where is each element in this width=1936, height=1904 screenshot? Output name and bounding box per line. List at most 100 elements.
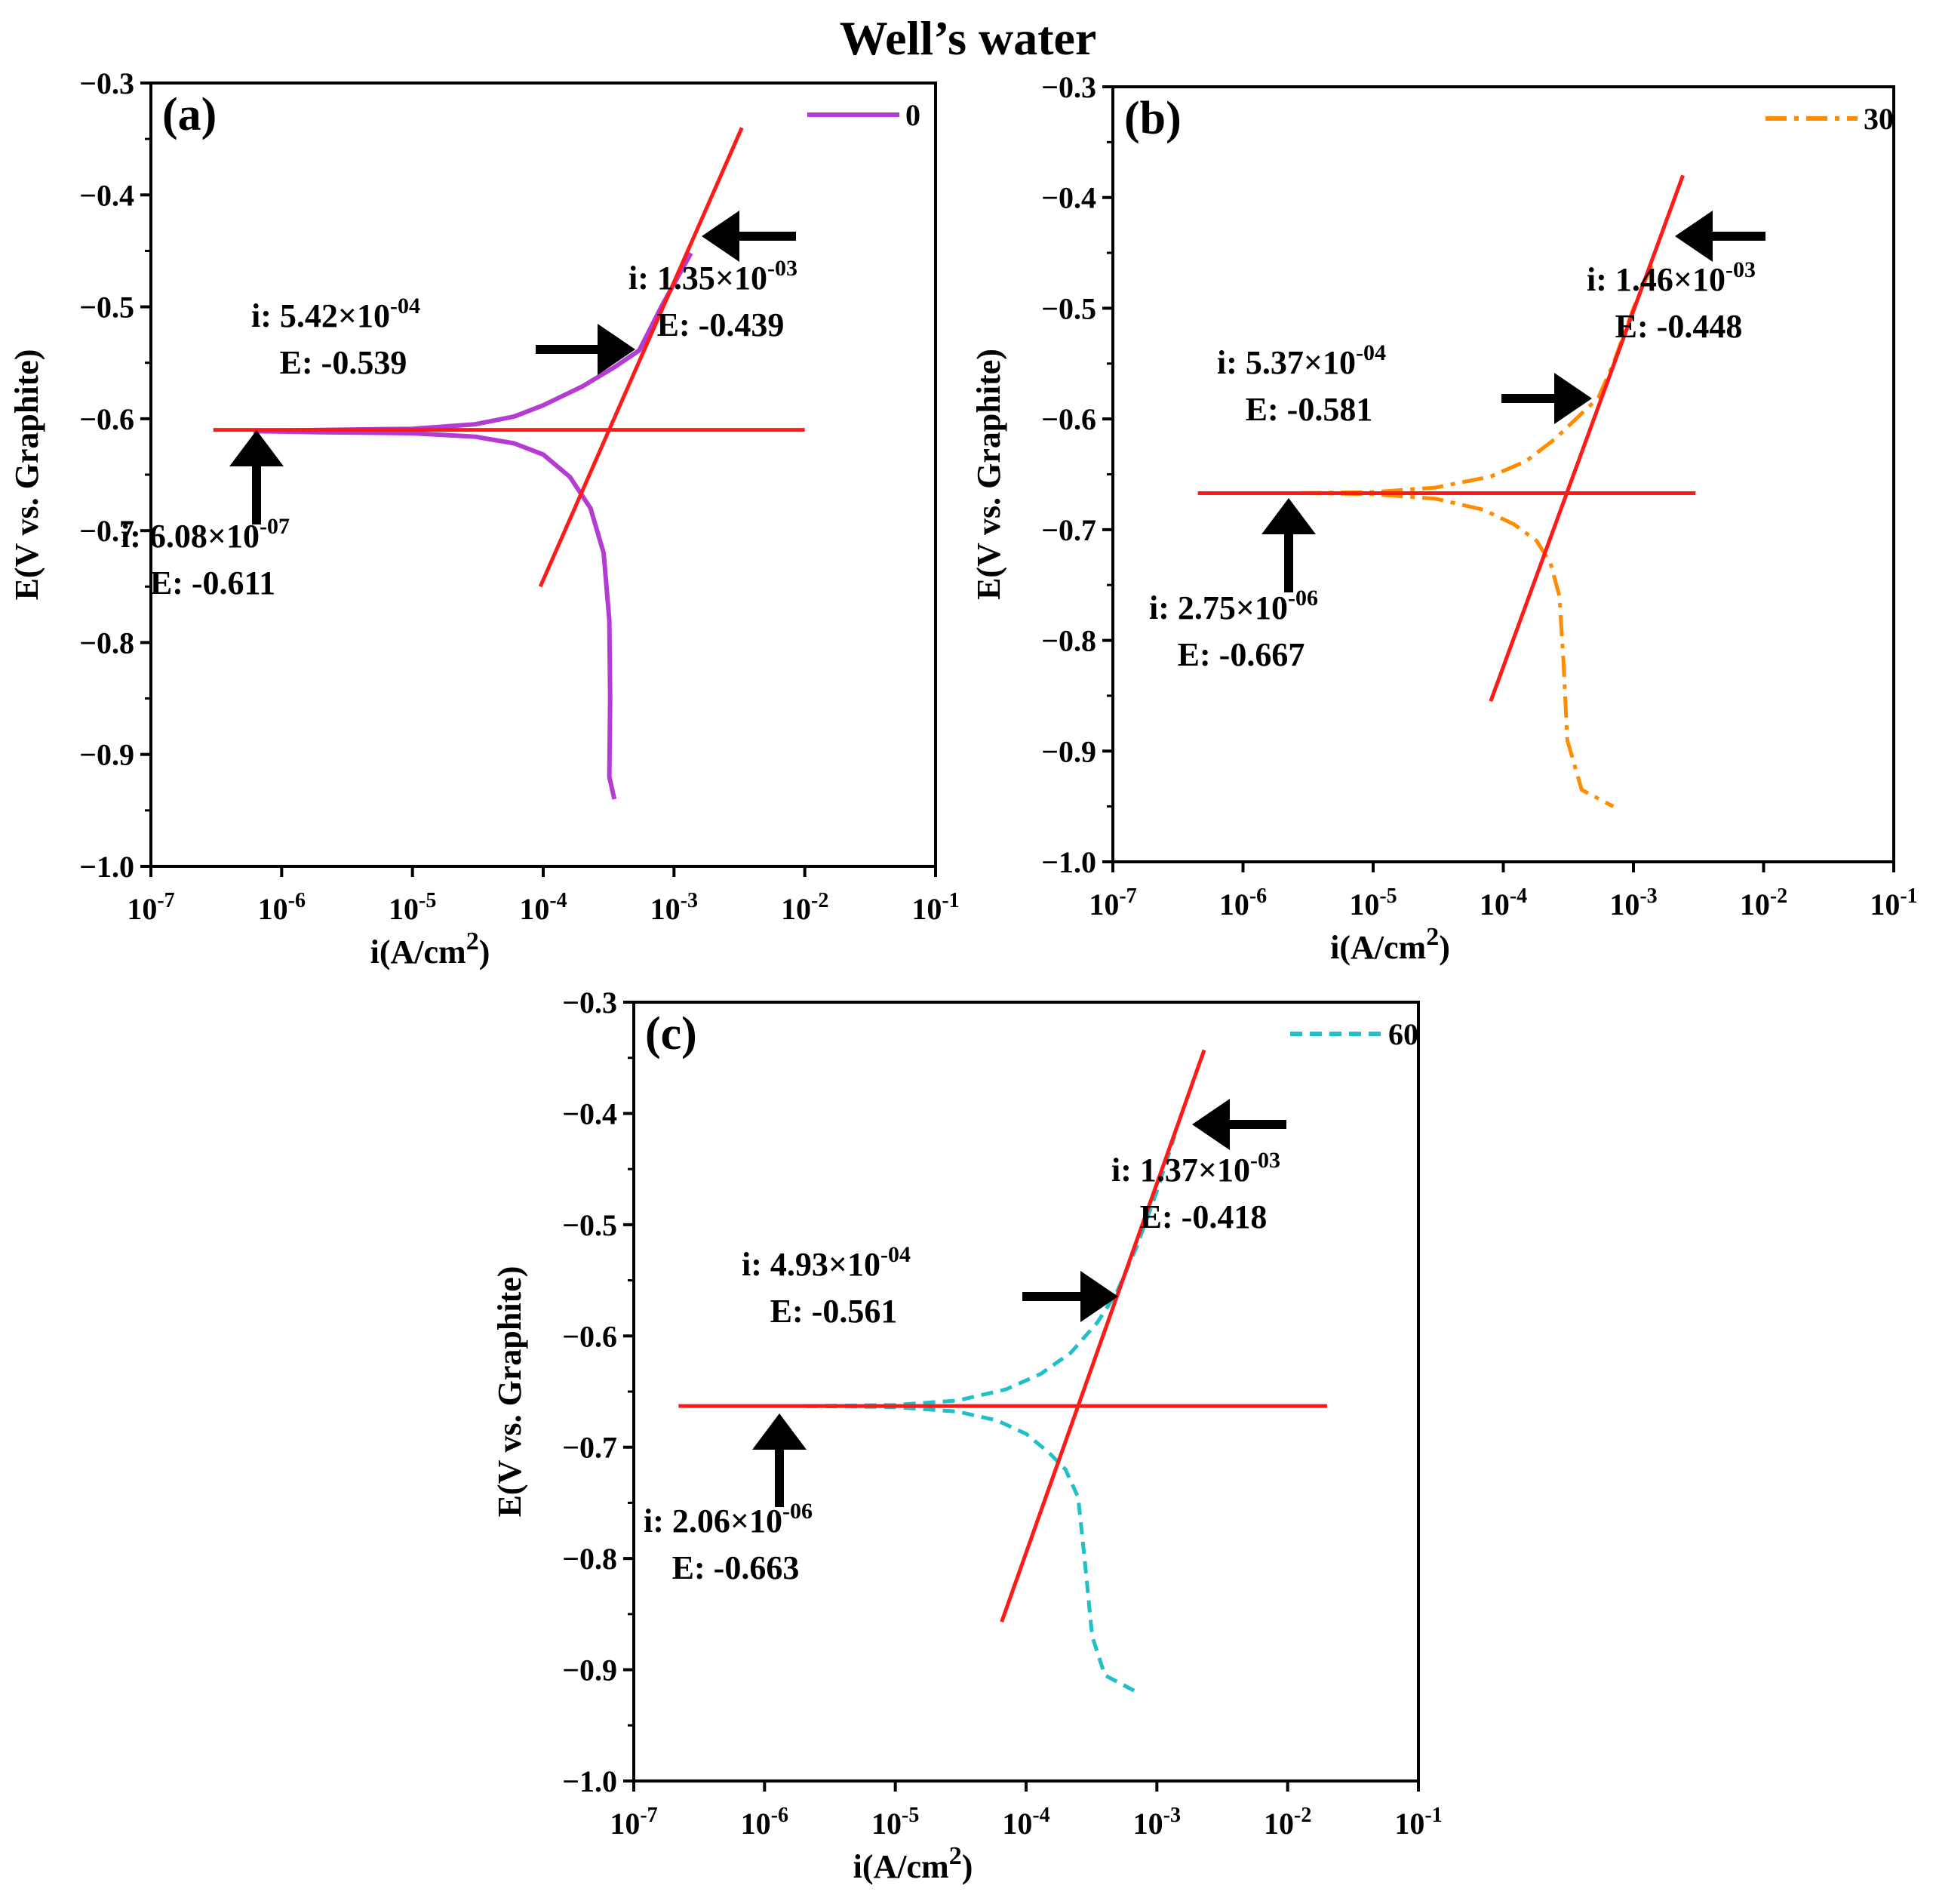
y-tick-label: −0.9	[562, 1653, 617, 1687]
y-tick-label: −0.4	[79, 178, 134, 212]
annotation-potential: E: -0.667	[1178, 636, 1305, 673]
x-tick-label: 10-3	[1609, 884, 1657, 921]
series-line-anodic	[253, 251, 693, 434]
x-tick-label: 10-4	[1480, 884, 1527, 921]
y-tick-label: −1.0	[79, 850, 134, 884]
arrow-up-head	[1261, 498, 1316, 534]
annotation-current: i: 5.37×10-04	[1217, 340, 1386, 381]
x-tick-label: 10-7	[127, 889, 174, 926]
y-tick-label: −0.8	[79, 626, 134, 660]
x-tick-label: 10-6	[258, 889, 306, 926]
chart-panel-c: −0.3 −0.4 −0.5 −0.6 −0.7 −0.8 −0.9 −1.0 10-7 10-6…	[491, 986, 1443, 1885]
panel-label: (c)	[645, 1008, 697, 1060]
annotation-current: i: 6.08×10-07	[121, 514, 290, 555]
y-tick-label: −0.9	[79, 738, 134, 772]
x-tick-label: 10-5	[1349, 884, 1397, 921]
arrow-left-head	[702, 211, 739, 262]
y-tick-label: −0.3	[79, 66, 134, 100]
x-tick-label: 10-7	[610, 1804, 657, 1841]
y-tick-label: −0.4	[562, 1097, 617, 1130]
y-axis-label: E(V vs. Graphite)	[491, 1266, 528, 1518]
series-line-cathodic	[805, 1404, 1138, 1694]
legend-label: 60	[1388, 1017, 1418, 1051]
y-tick-label: −0.7	[562, 1431, 617, 1465]
arrow-up-head	[752, 1413, 807, 1450]
x-tick-label: 10-1	[1870, 884, 1917, 921]
annotation-potential: E: -0.439	[657, 306, 785, 343]
annotation-potential: E: -0.448	[1615, 308, 1743, 345]
x-tick-label: 10-2	[1264, 1804, 1311, 1841]
x-tick-label: 10-2	[1740, 884, 1787, 921]
y-tick-label: −0.7	[79, 514, 134, 548]
annotation-current: i: 2.06×10-06	[644, 1499, 813, 1540]
x-axis-label: i(A/cm2)	[370, 927, 490, 970]
figure-title: Well’s water	[840, 11, 1097, 65]
x-tick-label: 10-1	[1394, 1804, 1442, 1841]
annotation-potential: E: -0.561	[770, 1293, 898, 1330]
y-tick-label: −0.7	[1041, 513, 1096, 547]
x-tick-label: 10-4	[1002, 1804, 1049, 1841]
x-tick-label: 10-3	[1133, 1804, 1181, 1841]
arrow-left-head	[1675, 211, 1713, 262]
x-tick-label: 10-3	[650, 889, 698, 926]
annotation-current: i: 1.35×10-03	[628, 256, 797, 297]
y-tick-label: −0.3	[562, 986, 617, 1020]
annotation-current: i: 4.93×10-04	[742, 1242, 911, 1283]
panel-label: (a)	[162, 89, 217, 140]
y-tick-label: −0.4	[1041, 181, 1096, 215]
annotation-current: i: 1.46×10-03	[1587, 257, 1756, 298]
y-tick-label: −0.8	[1041, 624, 1096, 658]
x-tick-label: 10-6	[741, 1804, 788, 1841]
y-tick-label: −1.0	[1041, 845, 1096, 879]
annotation-potential: E: -0.418	[1140, 1198, 1268, 1235]
x-tick-label: 10-7	[1089, 884, 1136, 921]
arrow-right-head	[1554, 373, 1592, 424]
annotation-current: i: 5.42×10-04	[251, 294, 420, 334]
plot-frame	[149, 82, 937, 868]
y-tick-label: −0.9	[1041, 734, 1096, 768]
annotation-potential: E: -0.663	[672, 1549, 800, 1586]
x-tick-label: 10-5	[389, 889, 436, 926]
x-tick-label: 10-5	[871, 1804, 919, 1841]
legend-label: 30	[1864, 102, 1894, 136]
annotation-potential: E: -0.539	[280, 344, 407, 381]
arrow-left-head	[1192, 1099, 1230, 1150]
x-axis-label: i(A/cm2)	[1330, 923, 1450, 966]
panel-label: (b)	[1124, 93, 1182, 144]
annotation-current: i: 1.37×10-03	[1111, 1148, 1280, 1189]
y-tick-label: −0.8	[562, 1542, 617, 1576]
annotation-potential: E: -0.611	[150, 564, 275, 601]
y-tick-label: −0.5	[562, 1208, 617, 1242]
chart-panel-a: −0.3 −0.4 −0.5 −0.6 −0.7 −0.8 −0.9 −1.0 10-7 10-6…	[8, 66, 960, 970]
y-tick-label: −0.6	[1041, 402, 1096, 436]
arrow-right-head	[1080, 1271, 1118, 1322]
annotation-current: i: 2.75×10-06	[1149, 586, 1318, 626]
series-line-cathodic	[1300, 491, 1615, 808]
x-axis-label: i(A/cm2)	[853, 1842, 973, 1885]
x-tick-label: 10-6	[1219, 884, 1267, 921]
x-tick-label: 10-1	[911, 889, 959, 926]
y-tick-label: −0.6	[562, 1319, 617, 1353]
chart-panel-b: −0.3 −0.4 −0.5 −0.6 −0.7 −0.8 −0.9 −1.0 10-7 10-6…	[970, 70, 1918, 966]
plot-frame	[1111, 85, 1895, 863]
x-tick-label: 10-4	[519, 889, 567, 926]
y-tick-label: −0.5	[1041, 291, 1096, 325]
y-tick-label: −0.3	[1041, 70, 1096, 104]
legend-label: 0	[905, 98, 920, 132]
y-tick-label: −0.5	[79, 291, 134, 325]
tafel-slope-line	[538, 127, 744, 588]
x-tick-label: 10-2	[781, 889, 828, 926]
annotation-potential: E: -0.581	[1246, 391, 1373, 428]
tafel-slope-line	[1489, 174, 1685, 703]
arrow-right-head	[598, 324, 635, 375]
y-tick-label: −0.6	[79, 402, 134, 436]
y-tick-label: −1.0	[562, 1764, 617, 1798]
plot-frame	[632, 1001, 1420, 1783]
arrow-up-head	[229, 430, 284, 466]
y-axis-label: E(V vs. Graphite)	[8, 349, 45, 601]
series-line-anodic	[805, 1135, 1177, 1408]
series-line-cathodic	[253, 429, 617, 800]
tafel-slope-line	[1000, 1049, 1206, 1623]
y-axis-label: E(V vs. Graphite)	[970, 349, 1007, 600]
